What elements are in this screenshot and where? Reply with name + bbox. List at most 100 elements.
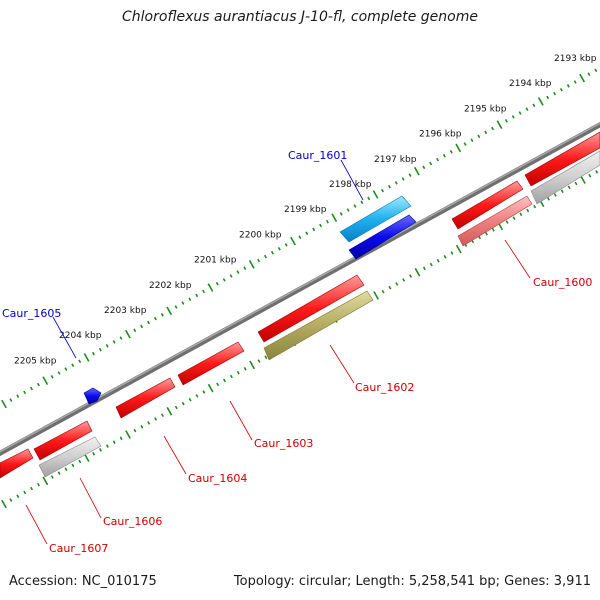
outer-scale-minor-tick: [298, 235, 302, 239]
gene-arrow-caur-1602[interactable]: [263, 290, 374, 361]
minus-strand-genes: [0, 131, 600, 479]
outer-scale-minor-tick: [422, 165, 426, 170]
outer-scale-minor-tick: [429, 161, 433, 166]
gene-label-caur-1605[interactable]: Caur_1605: [2, 307, 61, 320]
gene-arrow-red-top-right-2[interactable]: [524, 131, 600, 187]
outer-scale-major-tick: [42, 376, 49, 385]
inner-scale-minor-tick: [243, 367, 247, 371]
outer-scale-minor-tick: [525, 107, 529, 111]
gene-arrow-grey-top-right[interactable]: [530, 150, 600, 205]
inner-scale-minor-tick: [505, 220, 509, 224]
gene-label-caur-1606[interactable]: Caur_1606: [103, 515, 162, 528]
outer-scale-minor-tick: [587, 72, 591, 76]
inner-scale-minor-tick: [264, 355, 268, 359]
outer-scale-minor-tick: [408, 173, 412, 177]
gene-arrow-caur-1601[interactable]: [339, 195, 412, 243]
outer-scale-major-tick: [496, 120, 503, 129]
outer-scale-major-tick: [290, 236, 296, 246]
inner-scale-minor-tick: [92, 452, 96, 456]
inner-scale-minor-tick: [533, 204, 537, 209]
gene-arrow-red-left[interactable]: [33, 420, 93, 461]
inner-scale-minor-tick: [567, 185, 571, 190]
outer-scale-minor-tick: [449, 150, 453, 154]
inner-scale-major-tick: [580, 175, 586, 184]
gene-arrow-caur-1606[interactable]: [38, 436, 102, 478]
gene-arrow-caur-1607[interactable]: [0, 448, 34, 479]
inner-scale-minor-tick: [195, 394, 199, 398]
inner-scale-minor-tick: [436, 258, 440, 263]
outer-scale-minor-tick: [30, 386, 33, 391]
kbp-label: 2195 kbp: [464, 104, 507, 114]
inner-scale-minor-tick: [16, 494, 20, 499]
inner-scale-minor-tick: [223, 378, 226, 383]
outer-scale-minor-tick: [112, 340, 116, 344]
outer-scale-major-tick: [455, 143, 462, 153]
inner-scale-major-tick: [125, 430, 131, 439]
kbp-label: 2196 kbp: [419, 130, 462, 140]
inner-scale-minor-tick: [409, 274, 413, 278]
inner-scale-minor-tick: [560, 189, 564, 193]
outer-scale-minor-tick: [442, 153, 446, 158]
outer-scale-minor-tick: [9, 398, 13, 402]
inner-scale-minor-tick: [119, 436, 123, 441]
outer-scale-minor-tick: [105, 344, 109, 348]
outer-scale-major-tick: [331, 213, 338, 223]
kbp-label: 2198 kbp: [329, 180, 372, 190]
inner-scale-minor-tick: [23, 490, 27, 495]
outer-scale-minor-tick: [436, 157, 440, 162]
accession-text: Accession: NC_010175: [9, 574, 157, 589]
outer-scale-minor-tick: [160, 313, 164, 317]
outer-scale-major-tick: [372, 190, 379, 199]
outer-scale-minor-tick: [360, 200, 364, 205]
gene-arrow-red-mid[interactable]: [257, 274, 365, 343]
inner-scale-major-tick: [373, 291, 379, 300]
inner-scale-minor-tick: [30, 486, 33, 491]
outer-scale-minor-tick: [353, 204, 357, 208]
outer-scale-minor-tick: [325, 219, 329, 224]
kbp-label: 2199 kbp: [284, 205, 327, 215]
outer-scale-minor-tick: [222, 278, 226, 282]
inner-scale-minor-tick: [64, 467, 68, 471]
gene-label-caur-1603[interactable]: Caur_1603: [254, 437, 313, 450]
inner-scale-major-tick: [207, 383, 214, 393]
inner-scale-minor-tick: [216, 382, 220, 387]
outer-scale-major-tick: [125, 329, 131, 339]
outer-scale-minor-tick: [463, 142, 467, 146]
gene-label-caur-1602[interactable]: Caur_1602: [355, 381, 414, 394]
outer-scale-minor-tick: [518, 111, 522, 115]
gene-label-caur-1607[interactable]: Caur_1607: [49, 542, 108, 555]
inner-scale-minor-tick: [519, 212, 523, 217]
outer-scale-minor-tick: [229, 274, 233, 278]
outer-scale-minor-tick: [346, 208, 350, 212]
inner-scale-minor-tick: [133, 428, 137, 433]
plus-strand-genes: [83, 195, 417, 405]
inner-scale-minor-tick: [161, 413, 164, 417]
inner-scale-major-tick: [1, 499, 7, 509]
outer-scale-minor-tick: [243, 266, 247, 270]
outer-scale-major-tick: [537, 97, 544, 106]
gene-label-caur-1604[interactable]: Caur_1604: [188, 472, 247, 485]
inner-scale-minor-tick: [450, 251, 454, 255]
inner-scale-major-tick: [455, 244, 462, 254]
inner-scale-minor-tick: [57, 471, 61, 475]
inner-scale-major-tick: [166, 407, 173, 416]
gene-arrow-caur-1604[interactable]: [115, 377, 176, 419]
outer-scale-minor-tick: [532, 103, 536, 108]
gene-arrow-plus-blue[interactable]: [348, 214, 417, 260]
gene-label-caur-1601[interactable]: Caur_1601: [288, 149, 347, 162]
gene-label-caur-1600[interactable]: Caur_1600: [533, 276, 592, 289]
outer-scale-minor-tick: [257, 258, 261, 263]
gene-arrow-caur-1603[interactable]: [177, 341, 245, 386]
outer-scale-minor-tick: [71, 363, 75, 367]
gene-arrow-caur-1605[interactable]: [83, 387, 102, 405]
outer-scale-major-tick: [414, 166, 420, 176]
inner-scale-major-tick: [414, 267, 421, 277]
map-title: Chloroflexus aurantiacus J-10-fl, comple…: [122, 9, 478, 25]
gene-arrow-red-top-right-1[interactable]: [451, 180, 524, 230]
gene-arrow-caur-1600[interactable]: [457, 195, 533, 247]
kbp-label: 2204 kbp: [59, 331, 102, 341]
outer-scale-minor-tick: [381, 188, 384, 193]
kbp-label: 2200 kbp: [239, 230, 282, 240]
inner-scale-minor-tick: [9, 498, 13, 502]
